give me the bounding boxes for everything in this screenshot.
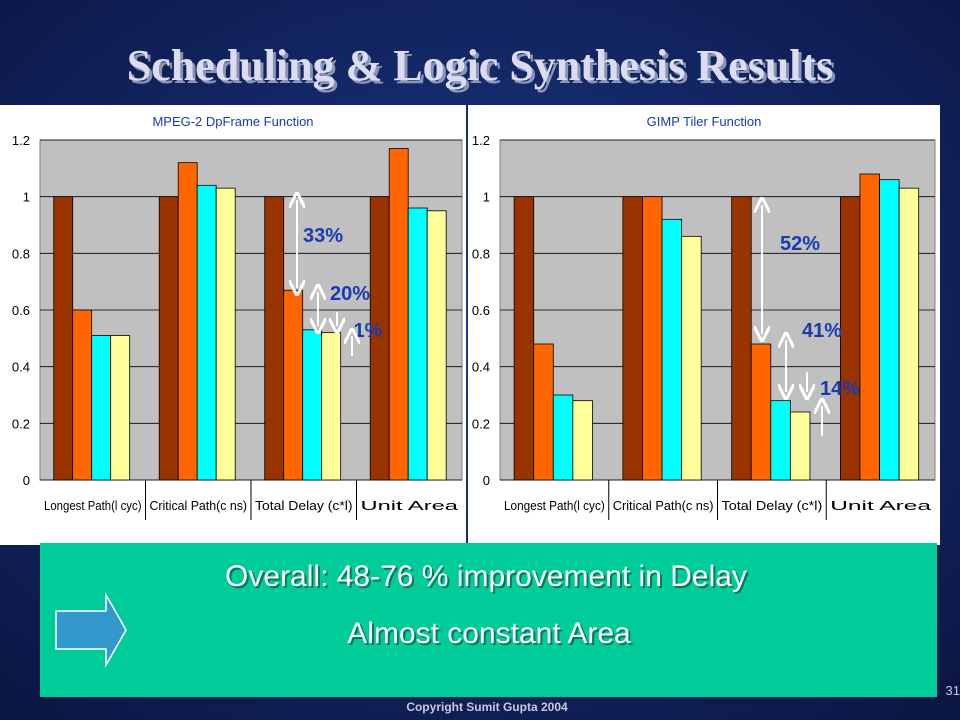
bar	[513, 196, 535, 481]
bar	[859, 173, 880, 481]
bar	[661, 218, 683, 481]
y-tick-label: 0.4	[472, 360, 490, 375]
bar	[770, 400, 791, 481]
bar	[388, 148, 409, 481]
chart-title: MPEG-2 DpFrame Function	[152, 114, 313, 129]
box-line: Almost constant Area	[347, 617, 631, 650]
bar	[53, 196, 74, 481]
bar	[72, 309, 93, 481]
bar	[196, 184, 217, 481]
bar	[302, 329, 323, 481]
x-tick-label: Unit Area	[830, 498, 932, 513]
bar	[177, 162, 198, 481]
bar	[158, 196, 179, 481]
y-tick-label: 0.2	[12, 416, 30, 431]
footer: Copyright Sumit Gupta 2004	[406, 700, 568, 714]
y-tick-label: 0.8	[12, 246, 30, 261]
y-tick-label: 0.6	[472, 303, 490, 318]
annotation: 20%	[330, 283, 370, 305]
bar	[879, 179, 900, 481]
bar	[642, 196, 663, 481]
y-tick-label: 1.2	[12, 133, 30, 148]
bar	[264, 196, 285, 481]
bar	[552, 394, 574, 481]
x-tick-label: Critical Path(c ns)	[613, 498, 714, 513]
slide-title: Scheduling & Logic Synthesis Results	[127, 41, 834, 90]
chart-title: GIMP Tiler Function	[647, 114, 762, 129]
annotation: 52%	[780, 233, 820, 255]
bar	[750, 343, 772, 481]
y-tick-label: 1.2	[472, 133, 490, 148]
y-tick-label: 0.8	[472, 246, 490, 261]
bar	[622, 196, 643, 481]
annotation: 1%	[354, 320, 383, 342]
y-tick-label: 0.6	[12, 303, 30, 318]
bar	[215, 187, 236, 481]
y-tick-label: 0	[23, 473, 30, 488]
bar	[110, 335, 131, 481]
x-tick-label: Total Delay (c*l)	[722, 498, 823, 513]
bar	[407, 207, 428, 481]
x-tick-label: Unit Area	[361, 498, 460, 513]
annotation: 14%	[820, 378, 860, 400]
bar	[91, 335, 112, 481]
bar	[681, 235, 702, 481]
y-tick-label: 0.2	[472, 416, 490, 431]
bar	[283, 289, 304, 481]
bar	[789, 411, 811, 481]
y-tick-label: 1	[23, 190, 30, 205]
bar	[898, 187, 920, 481]
annotation: 33%	[303, 225, 343, 247]
bar	[839, 196, 861, 481]
y-tick-label: 1	[483, 190, 490, 205]
annotation: 41%	[802, 320, 842, 342]
arrow-icon	[55, 592, 127, 668]
x-tick-label: Total Delay (c*l)	[255, 498, 353, 513]
bar	[572, 400, 593, 481]
summary-box	[40, 543, 937, 697]
x-tick-label: Longest Path(l cyc)	[504, 498, 605, 513]
box-shadow-text: Overall: 48-76 % improvement in Delay	[227, 562, 749, 595]
y-tick-label: 0	[483, 473, 490, 488]
box-line: Overall: 48-76 % improvement in Delay	[225, 560, 747, 593]
bar	[426, 210, 447, 481]
bar	[533, 343, 554, 481]
title-shadow: Scheduling & Logic Synthesis Results	[130, 44, 837, 93]
page-number: 31	[946, 683, 960, 698]
x-tick-label: Critical Path(c ns)	[150, 498, 248, 513]
box-shadow-text: Almost constant Area	[349, 619, 633, 652]
y-tick-label: 0.4	[12, 360, 30, 375]
x-tick-label: Longest Path(l cyc)	[44, 498, 142, 513]
bar	[731, 196, 752, 481]
bar	[321, 332, 342, 481]
